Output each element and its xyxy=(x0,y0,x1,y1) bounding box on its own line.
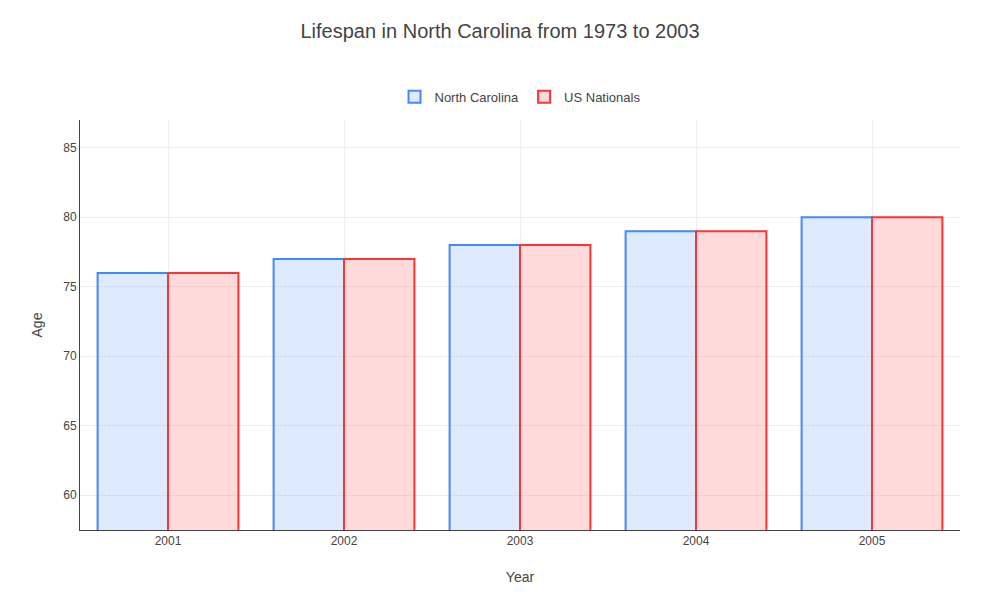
svg-text:2005: 2005 xyxy=(859,534,886,548)
svg-text:North Carolina: North Carolina xyxy=(435,90,520,105)
svg-text:85: 85 xyxy=(63,141,77,155)
svg-text:US Nationals: US Nationals xyxy=(564,90,640,105)
svg-text:2002: 2002 xyxy=(331,534,358,548)
svg-text:Lifespan in North Carolina fro: Lifespan in North Carolina from 1973 to … xyxy=(300,20,699,42)
svg-text:60: 60 xyxy=(63,488,77,502)
svg-text:2001: 2001 xyxy=(155,534,182,548)
svg-text:65: 65 xyxy=(63,419,77,433)
svg-text:70: 70 xyxy=(63,349,77,363)
svg-text:Year: Year xyxy=(506,569,535,585)
svg-text:80: 80 xyxy=(63,210,77,224)
svg-text:Age: Age xyxy=(29,312,45,337)
svg-text:75: 75 xyxy=(63,280,77,294)
svg-text:2003: 2003 xyxy=(507,534,534,548)
svg-text:2004: 2004 xyxy=(683,534,710,548)
